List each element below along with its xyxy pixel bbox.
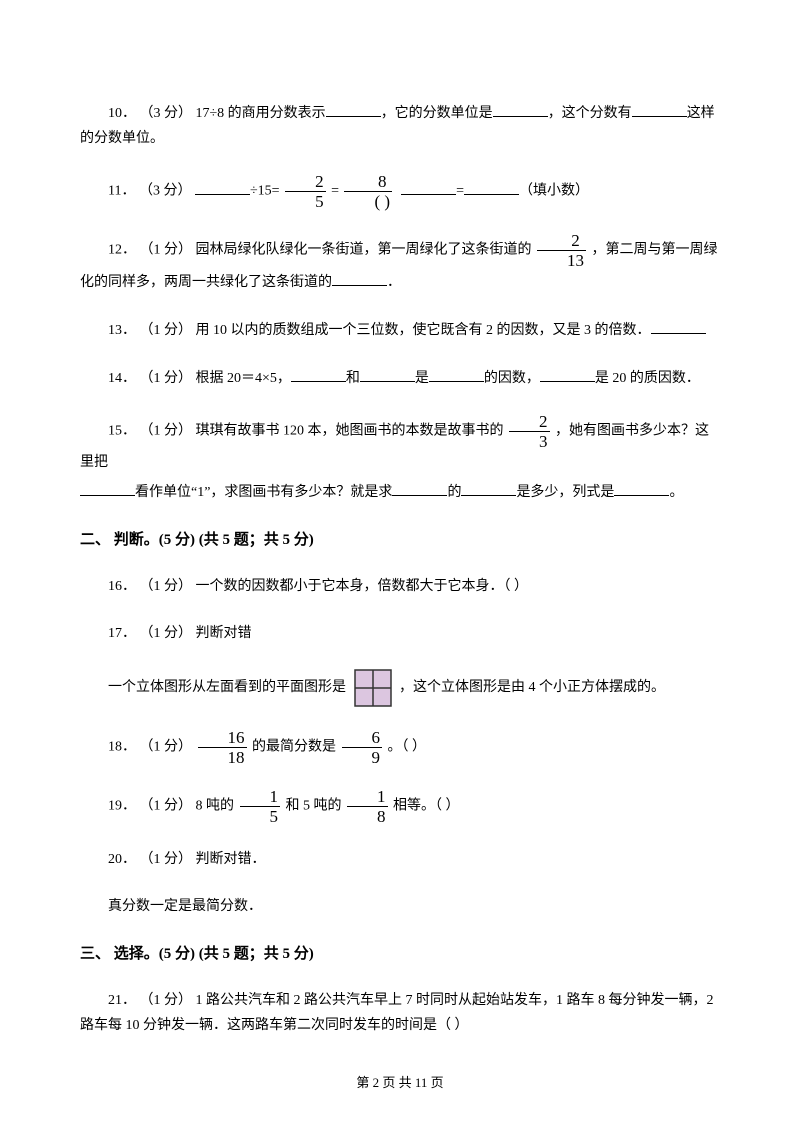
q-num: 10．	[108, 106, 136, 121]
fraction: 8( )	[344, 173, 392, 210]
blank	[332, 269, 387, 286]
q-text: 园林局绿化队绿化一条街道，第一周绿化了这条街道的	[196, 243, 536, 258]
q-text: 的因数，	[484, 371, 540, 386]
blank	[291, 365, 346, 382]
q-num: 16．	[108, 579, 136, 594]
q-text: 。	[669, 485, 683, 500]
q-text: ，这个分数有	[548, 106, 632, 121]
q-pts: （3 分）	[140, 106, 193, 121]
blank	[360, 365, 415, 382]
q-text: 根据 20＝4×5，	[196, 371, 291, 386]
q-text: =	[456, 184, 464, 199]
question-17: 17． （1 分） 判断对错	[80, 621, 720, 646]
q-pts: （1 分）	[140, 243, 193, 258]
question-11: 11． （3 分） ÷15= 25 = 8( ) = （填小数）	[80, 173, 720, 210]
q-text: 用 10 以内的质数组成一个三位数，使它既含有 2 的因数，又是 3 的倍数．	[196, 323, 651, 338]
section-2-header: 二、 判断。(5 分) (共 5 题；共 5 分)	[80, 527, 720, 554]
q-pts: （1 分）	[140, 993, 193, 1008]
q-pts: （1 分）	[140, 798, 193, 813]
q-num: 11．	[108, 184, 135, 199]
q-text: 一个立体图形从左面看到的平面图形是	[108, 680, 346, 695]
question-17-line2: 一个立体图形从左面看到的平面图形是 ，这个立体图形是由 4 个小正方体摆成的。	[80, 669, 720, 707]
page-footer: 第 2 页 共 11 页	[0, 1071, 800, 1094]
question-12: 12． （1 分） 园林局绿化队绿化一条街道，第一周绿化了这条街道的 213 ，…	[80, 232, 720, 295]
q-pts: （1 分）	[140, 371, 193, 386]
q-text: 的	[447, 485, 461, 500]
question-20: 20． （1 分） 判断对错．	[80, 847, 720, 872]
question-21: 21． （1 分） 1 路公共汽车和 2 路公共汽车早上 7 时同时从起始站发车…	[80, 988, 720, 1038]
blank	[401, 178, 456, 195]
grid-2x2-icon	[354, 669, 392, 707]
question-15: 15． （1 分） 琪琪有故事书 120 本，她图画书的本数是故事书的 23 ，…	[80, 413, 720, 475]
question-13: 13． （1 分） 用 10 以内的质数组成一个三位数，使它既含有 2 的因数，…	[80, 317, 720, 343]
fraction: 18	[347, 788, 388, 825]
question-14: 14． （1 分） 根据 20＝4×5， 和 是 的因数， 是 20 的质因数．	[80, 365, 720, 391]
q-num: 21．	[108, 993, 136, 1008]
q-pts: （1 分）	[140, 739, 193, 754]
fraction: 213	[537, 232, 586, 269]
fraction: 25	[285, 173, 326, 210]
blank	[195, 178, 250, 195]
q-num: 12．	[108, 243, 136, 258]
blank	[632, 100, 687, 117]
q-text: （填小数）	[519, 184, 589, 199]
fraction: 69	[342, 729, 383, 766]
q-text: 和	[346, 371, 360, 386]
q-pts: （1 分）	[140, 626, 193, 641]
q-num: 13．	[108, 323, 136, 338]
blank	[80, 479, 135, 496]
q-text: 是	[415, 371, 429, 386]
q-pts: （1 分）	[140, 323, 193, 338]
q-pts: （3 分）	[139, 184, 192, 199]
blank	[392, 479, 447, 496]
q-text: 真分数一定是最简分数．	[108, 899, 262, 914]
blank	[464, 178, 519, 195]
q-text: 是 20 的质因数．	[595, 371, 700, 386]
question-19: 19． （1 分） 8 吨的 15 和 5 吨的 18 相等。（ ）	[80, 788, 720, 825]
q-num: 18．	[108, 739, 136, 754]
blank	[326, 100, 381, 117]
question-10: 10． （3 分） 17÷8 的商用分数表示，它的分数单位是，这个分数有这样的分…	[80, 100, 720, 151]
fraction: 1618	[198, 729, 247, 766]
q-text: 17÷8 的商用分数表示	[196, 106, 326, 121]
q-num: 17．	[108, 626, 136, 641]
q-text: ÷15=	[250, 184, 280, 199]
q-pts: （1 分）	[140, 579, 193, 594]
question-20-line2: 真分数一定是最简分数．	[80, 894, 720, 919]
q-text: 是多少，列式是	[516, 485, 614, 500]
question-18: 18． （1 分） 1618 的最简分数是 69 。（ ）	[80, 729, 720, 766]
section-3-header: 三、 选择。(5 分) (共 5 题；共 5 分)	[80, 941, 720, 968]
q-num: 15．	[108, 424, 136, 439]
q-num: 20．	[108, 852, 136, 867]
q-text: 。（ ）	[388, 739, 427, 754]
q-text: 的最简分数是	[252, 739, 340, 754]
q-num: 14．	[108, 371, 136, 386]
question-16: 16． （1 分） 一个数的因数都小于它本身，倍数都大于它本身．（ ）	[80, 574, 720, 599]
q-text: =	[331, 184, 342, 199]
q-text: ．	[387, 275, 401, 290]
q-text: 8 吨的	[196, 798, 238, 813]
q-text: 相等。（ ）	[393, 798, 460, 813]
question-15-line2: 看作单位“1”，求图画书有多少本？就是求 的 是多少，列式是 。	[80, 479, 720, 505]
q-text: ，这个立体图形是由 4 个小正方体摆成的。	[399, 680, 665, 695]
q-text: 和 5 吨的	[286, 798, 346, 813]
blank	[429, 365, 484, 382]
q-text: 看作单位“1”，求图画书有多少本？就是求	[135, 485, 392, 500]
q-text: 判断对错．	[196, 852, 266, 867]
fraction: 23	[509, 413, 550, 450]
fraction: 15	[240, 788, 281, 825]
blank	[540, 365, 595, 382]
blank	[493, 100, 548, 117]
q-text: 一个数的因数都小于它本身，倍数都大于它本身．（ ）	[196, 579, 529, 594]
blank	[614, 479, 669, 496]
blank	[461, 479, 516, 496]
q-pts: （1 分）	[140, 852, 193, 867]
q-num: 19．	[108, 798, 136, 813]
q-text: 琪琪有故事书 120 本，她图画书的本数是故事书的	[196, 424, 508, 439]
q-pts: （1 分）	[140, 424, 193, 439]
blank	[651, 317, 706, 334]
q-text: ，它的分数单位是	[381, 106, 493, 121]
q-text: 判断对错	[196, 626, 252, 641]
